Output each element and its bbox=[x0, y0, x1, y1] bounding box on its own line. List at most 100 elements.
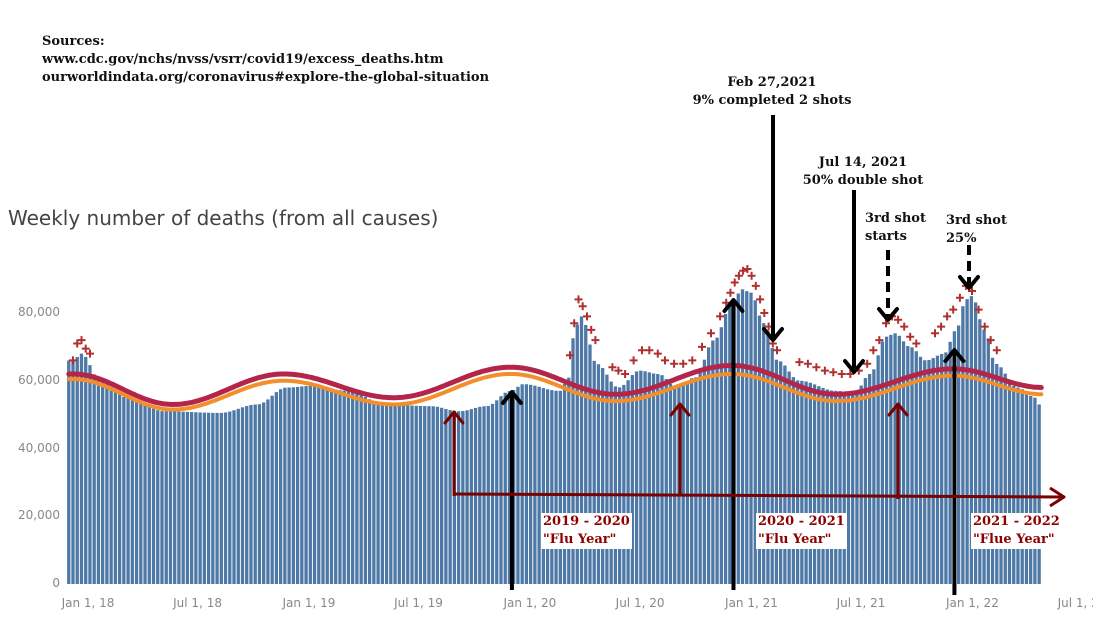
weekly-deaths-bar bbox=[520, 384, 524, 584]
excess-death-marker bbox=[846, 370, 855, 378]
flu-year-start-arrow-head-1 bbox=[669, 402, 691, 417]
flu-year-2020-2021-range: 2020 - 2021 bbox=[758, 514, 845, 529]
flu-year-2019-2020-label: "Flu Year" bbox=[543, 532, 617, 547]
arrows-layer bbox=[443, 115, 1066, 595]
weekly-deaths-bar bbox=[1037, 404, 1041, 584]
weekly-deaths-bar bbox=[312, 385, 317, 584]
weekly-deaths-bar bbox=[321, 386, 325, 584]
weekly-deaths-bar bbox=[113, 390, 118, 584]
weekly-deaths-bar bbox=[863, 378, 868, 584]
weekly-deaths-bar bbox=[567, 377, 571, 584]
excess-death-marker bbox=[863, 359, 872, 368]
feb-2021-date: Feb 27,2021 bbox=[727, 75, 817, 90]
weekly-deaths-bar bbox=[168, 411, 173, 584]
weekly-deaths-bar bbox=[791, 377, 796, 584]
excess-death-marker bbox=[86, 349, 94, 358]
weekly-deaths-bar bbox=[935, 355, 940, 584]
excess-death-marker bbox=[760, 309, 769, 317]
weekly-deaths-bar bbox=[901, 341, 906, 584]
weekly-deaths-bar bbox=[880, 341, 885, 584]
markers-layer bbox=[69, 265, 1001, 378]
weekly-deaths-bar bbox=[452, 410, 457, 584]
weekly-deaths-bar bbox=[702, 359, 707, 584]
weekly-deaths-bar bbox=[367, 399, 372, 584]
excess-death-marker bbox=[980, 322, 989, 331]
weekly-deaths-bar bbox=[109, 386, 113, 584]
weekly-deaths-bar bbox=[423, 406, 427, 584]
flu-year-2019-2020: 2019 - 2020 "Flu Year" bbox=[541, 513, 632, 549]
weekly-deaths-bar bbox=[550, 390, 554, 584]
weekly-deaths-bar bbox=[749, 292, 753, 584]
excess-death-marker bbox=[894, 315, 903, 324]
jul-2021-arrow-head bbox=[843, 359, 865, 374]
weekly-deaths-bar bbox=[147, 406, 151, 584]
weekly-deaths-bar bbox=[194, 412, 198, 584]
weekly-deaths-bar bbox=[126, 397, 130, 584]
weekly-deaths-bar bbox=[351, 391, 355, 584]
weekly-deaths-bar bbox=[893, 333, 897, 584]
excess-death-marker bbox=[707, 329, 715, 338]
weekly-deaths-bar bbox=[440, 407, 444, 584]
weekly-deaths-bar bbox=[770, 348, 774, 584]
x-tick-label: Jul 1, 20 bbox=[615, 596, 665, 610]
weekly-deaths-bar bbox=[215, 412, 219, 584]
weekly-deaths-bar bbox=[342, 390, 346, 584]
excess-death-marker bbox=[77, 336, 86, 345]
excess-death-marker bbox=[974, 305, 983, 314]
weekly-deaths-bar bbox=[745, 291, 749, 584]
weekly-deaths-bar bbox=[1007, 380, 1012, 584]
excess-death-marker bbox=[730, 278, 739, 287]
weekly-deaths-bar bbox=[283, 387, 287, 584]
weekly-deaths-bar bbox=[173, 411, 177, 584]
weekly-deaths-bar bbox=[355, 392, 359, 584]
sources-heading: Sources: bbox=[42, 34, 105, 49]
weekly-deaths-bar bbox=[211, 412, 215, 584]
weekly-deaths-bar bbox=[728, 304, 732, 584]
weekly-deaths-bar bbox=[228, 411, 232, 584]
weekly-deaths-bar bbox=[503, 392, 507, 584]
weekly-deaths-bar bbox=[884, 336, 889, 584]
excess-death-marker bbox=[931, 329, 939, 338]
feb-2021-text: 9% completed 2 shots bbox=[692, 93, 852, 108]
weekly-deaths-bar bbox=[872, 369, 876, 584]
feb-2021-arrow-head bbox=[762, 327, 784, 342]
weekly-deaths-bar bbox=[740, 289, 745, 584]
weekly-deaths-bar bbox=[588, 344, 592, 584]
weekly-deaths-bar bbox=[236, 408, 240, 584]
weekly-deaths-bar bbox=[634, 371, 639, 584]
weekly-deaths-bar bbox=[1024, 392, 1029, 584]
weekly-deaths-bar bbox=[617, 387, 622, 584]
weekly-deaths-bar bbox=[766, 331, 770, 584]
y-tick-label: 0 bbox=[52, 576, 60, 590]
weekly-deaths-bar bbox=[495, 400, 499, 584]
weekly-deaths-bar bbox=[838, 391, 842, 584]
weekly-deaths-bar bbox=[571, 338, 575, 584]
weekly-deaths-bar bbox=[906, 346, 910, 584]
weekly-deaths-bar bbox=[779, 361, 783, 584]
third-shot-starts-line2: starts bbox=[865, 229, 907, 244]
excess-death-marker bbox=[591, 336, 600, 345]
weekly-deaths-bar bbox=[202, 412, 207, 584]
weekly-deaths-bar bbox=[1012, 385, 1016, 584]
excess-death-marker bbox=[587, 325, 596, 334]
weekly-deaths-bar bbox=[601, 368, 605, 584]
source-owid-url: ourworldindata.org/coronavirus#explore-t… bbox=[42, 70, 490, 85]
excess-death-marker bbox=[968, 287, 976, 295]
excess-death-marker bbox=[869, 346, 878, 355]
weekly-deaths-bar bbox=[516, 386, 520, 584]
flu-year-axis-arrow bbox=[453, 492, 1063, 499]
weekly-deaths-bar bbox=[723, 313, 728, 584]
weekly-deaths-bar bbox=[931, 358, 935, 584]
weekly-deaths-bar bbox=[92, 374, 96, 584]
weekly-deaths-bar bbox=[130, 398, 134, 584]
weekly-deaths-bar bbox=[986, 338, 990, 584]
excess-death-marker bbox=[679, 359, 688, 368]
excess-death-marker bbox=[566, 351, 574, 360]
excess-death-marker bbox=[661, 356, 669, 365]
excess-death-marker bbox=[949, 305, 958, 314]
weekly-deaths-bar bbox=[253, 404, 257, 584]
weekly-deaths-bar bbox=[245, 405, 249, 584]
weekly-deaths-bar bbox=[325, 387, 329, 584]
y-tick-label: 80,000 bbox=[18, 305, 60, 319]
excess-death-marker bbox=[912, 339, 921, 348]
